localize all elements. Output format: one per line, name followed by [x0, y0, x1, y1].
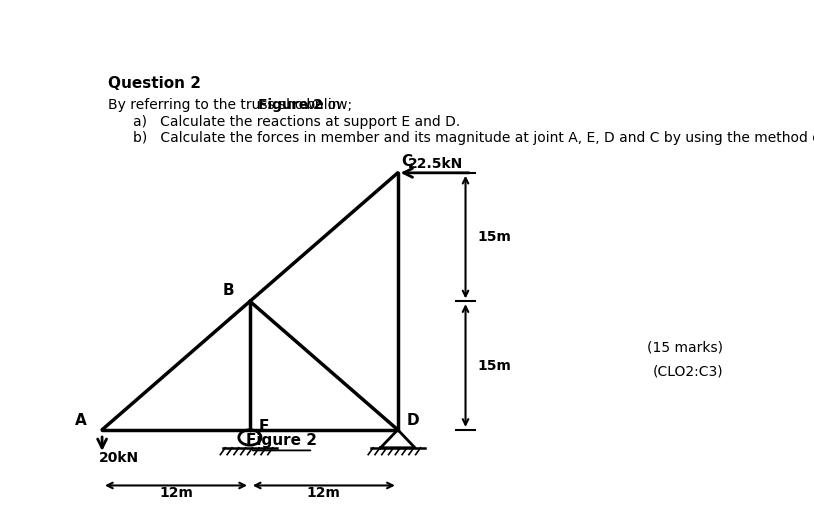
Text: D: D	[406, 413, 419, 428]
Text: Question 2: Question 2	[108, 76, 201, 91]
Text: Figure 2: Figure 2	[258, 98, 323, 112]
Text: 12m: 12m	[159, 486, 193, 499]
Text: 22.5kN: 22.5kN	[408, 157, 463, 171]
Text: C: C	[401, 154, 413, 169]
Text: 15m: 15m	[478, 230, 512, 244]
Text: (CLO2:C3): (CLO2:C3)	[653, 364, 723, 379]
Text: By referring to the truss shown in: By referring to the truss shown in	[108, 98, 345, 112]
Text: b)   Calculate the forces in member and its magnitude at joint A, E, D and C by : b) Calculate the forces in member and it…	[133, 131, 814, 145]
Text: B: B	[223, 283, 234, 298]
Text: 20kN: 20kN	[98, 451, 138, 465]
Text: 12m: 12m	[307, 486, 341, 499]
Text: 15m: 15m	[478, 359, 512, 373]
Text: E: E	[259, 419, 269, 434]
Text: Figure 2: Figure 2	[246, 432, 317, 448]
Text: (15 marks): (15 marks)	[647, 340, 723, 354]
Text: below;: below;	[302, 98, 352, 112]
Text: a)   Calculate the reactions at support E and D.: a) Calculate the reactions at support E …	[133, 115, 461, 129]
Text: A: A	[75, 413, 87, 428]
